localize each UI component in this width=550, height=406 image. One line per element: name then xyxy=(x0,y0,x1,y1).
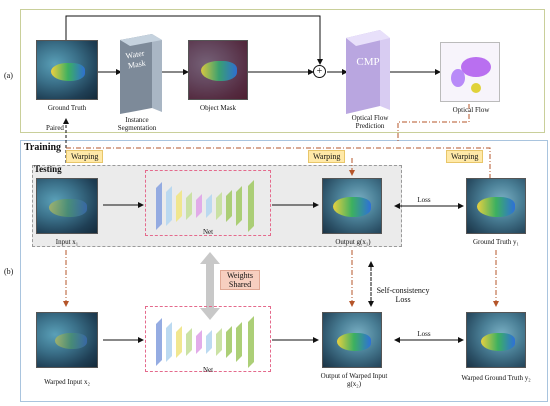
arrow-gt-to-plus xyxy=(65,15,323,65)
warped-ground-truth-y2-label: Warped Ground Truth y₂ xyxy=(461,374,531,382)
plus-symbol: + xyxy=(316,66,323,77)
panel-b xyxy=(20,140,548,402)
weights-shared-shaft xyxy=(206,262,214,310)
ground-truth-y1-label: Ground Truth y₁ xyxy=(472,238,519,246)
warping-tag-middle: Warping xyxy=(308,150,346,163)
instance-segmentation-label: Instance Segmentation xyxy=(117,116,157,132)
warped-input-x2-label: Warped Input x₂ xyxy=(44,378,90,386)
object-mask-image xyxy=(188,40,248,100)
ground-truth-y1-image xyxy=(466,178,526,234)
warping-tag-right: Warping xyxy=(446,150,484,163)
plus-circle: + xyxy=(313,65,326,78)
net-bottom xyxy=(145,306,271,372)
weights-shared-label: Weights Shared xyxy=(220,270,260,290)
warping-tag-left: Warping xyxy=(66,150,104,163)
flow-line-right xyxy=(96,147,491,200)
output-gx1-label: Output g(x₁) xyxy=(335,238,371,246)
output-gx1-image xyxy=(322,178,382,234)
loss-top-label: Loss xyxy=(417,196,431,204)
testing-label: Testing xyxy=(34,164,62,174)
weights-shared-head-down xyxy=(200,308,220,320)
loss-bottom-label: Loss xyxy=(417,330,431,338)
object-mask-label: Object Mask xyxy=(200,104,236,112)
ground-truth-image xyxy=(36,40,98,100)
input-x1-image xyxy=(36,178,98,234)
output-gx2-image xyxy=(322,312,382,368)
water-mask-block xyxy=(120,34,162,114)
cmp-block xyxy=(346,30,390,114)
net-top-layers xyxy=(156,180,254,232)
net-bottom-layers xyxy=(156,316,254,368)
self-consistency-loss-label: Self-consistency Loss xyxy=(376,286,430,304)
panel-label-a: (a) xyxy=(4,71,13,80)
panel-label-b: (b) xyxy=(4,267,14,276)
weights-shared-head-up xyxy=(200,252,220,264)
flow-line-main xyxy=(397,104,470,143)
training-label: Training xyxy=(24,142,62,153)
optical-flow-image xyxy=(440,42,500,102)
optical-flow-label: Optical Flow xyxy=(452,106,490,114)
net-top xyxy=(145,170,271,236)
optical-flow-prediction-label: Optical Flow Prediction xyxy=(351,114,389,130)
warped-input-x2-image xyxy=(36,312,98,368)
ground-truth-label: Ground Truth xyxy=(47,104,87,112)
paired-label: Paired xyxy=(46,124,64,132)
panel-a xyxy=(20,9,545,133)
output-gx2-label: Output of Warped Input g(x₂) xyxy=(320,372,388,388)
cmp-text: CMP xyxy=(356,56,380,68)
input-x1-label: Input x₁ xyxy=(55,238,79,246)
net-bottom-label: Net xyxy=(202,366,214,374)
warped-ground-truth-y2-image xyxy=(466,312,526,368)
net-top-label: Net xyxy=(202,228,214,236)
